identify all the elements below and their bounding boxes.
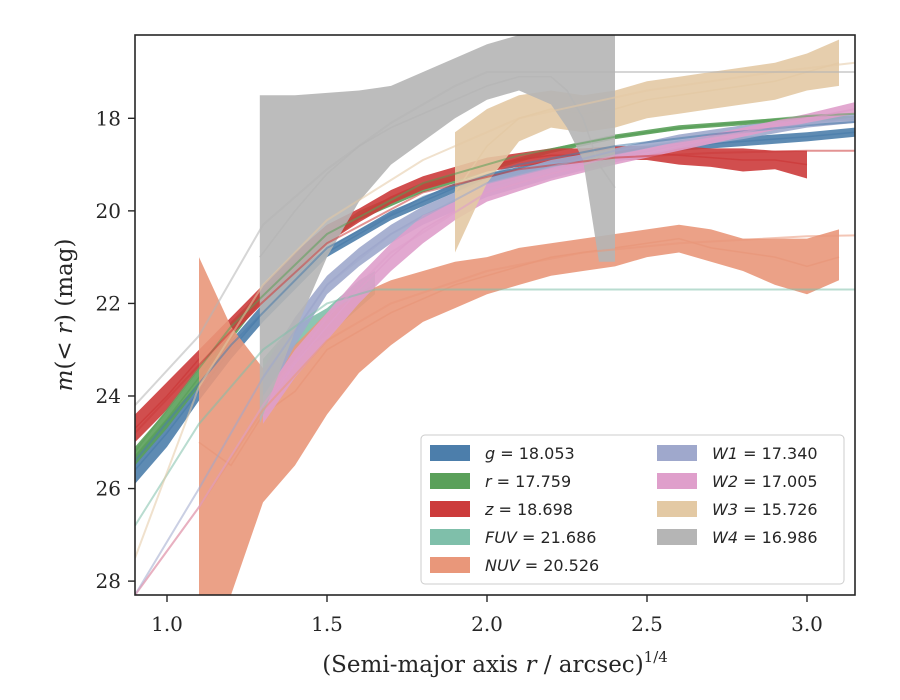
- legend-box: [420, 434, 845, 585]
- profile-line-nuv: [198, 237, 840, 467]
- x-axis-label: (Semi-major axis r / arcsec)1/4: [322, 648, 668, 678]
- band-nuv: [199, 224, 839, 595]
- legend-label-r: r = 17.759: [485, 472, 571, 491]
- legend-swatch-z: [430, 501, 470, 517]
- legend: g = 18.053 r = 17.759 z = 18.698 FUV = 21.6…: [420, 434, 845, 585]
- legend-label-w1: W1 = 17.340: [712, 444, 818, 463]
- model-line-w1: [135, 117, 855, 595]
- x-tick-label: 3.0: [791, 612, 823, 636]
- model-line-w3: [135, 61, 855, 559]
- legend-label-w4: W4 = 16.986: [712, 528, 818, 547]
- y-tick-label: 20: [96, 199, 121, 223]
- x-tick-label: 1.5: [311, 612, 343, 636]
- model-line-w4: [135, 71, 855, 406]
- legend-label-z: z = 18.698: [484, 500, 573, 519]
- model-line-z: [135, 149, 855, 434]
- legend-label-fuv: FUV = 21.686: [485, 528, 596, 547]
- legend-swatch-g: [430, 445, 470, 461]
- legend-swatch-r: [430, 473, 470, 489]
- model-line-fuv: [135, 288, 855, 527]
- legend-swatch-w3: [657, 501, 697, 517]
- ticks-layer: 1.0 1.5 2.0 2.5 3.0 18 20 22 24 26 28: [96, 106, 823, 636]
- y-tick-label: 28: [96, 569, 121, 593]
- legend-label-w2: W2 = 17.005: [712, 472, 818, 491]
- legend-label-w3: W3 = 15.726: [712, 500, 818, 519]
- legend-swatch-w2: [657, 473, 697, 489]
- y-tick-label: 18: [96, 106, 121, 130]
- y-tick-label: 26: [96, 477, 121, 501]
- x-tick-label: 2.0: [471, 612, 503, 636]
- model-line-r: [135, 112, 855, 453]
- x-tick-label: 1.0: [151, 612, 183, 636]
- y-tick-label: 24: [96, 384, 121, 408]
- y-tick-label: 22: [96, 291, 121, 315]
- plot-frame: [134, 34, 856, 596]
- x-tick-label: 2.5: [631, 612, 663, 636]
- legend-swatch-fuv: [430, 529, 470, 545]
- models-layer: [135, 61, 855, 595]
- y-axis-label: m(< r) (mag): [52, 239, 78, 392]
- profile-line-w4: [259, 75, 616, 258]
- model-line-w2: [135, 108, 855, 595]
- legend-label-nuv: NUV = 20.526: [485, 556, 599, 575]
- model-line-nuv: [135, 234, 855, 595]
- legend-swatch-w4: [657, 529, 697, 545]
- legend-swatch-w1: [657, 445, 697, 461]
- band-w4: [259, 35, 615, 424]
- legend-swatch-nuv: [430, 557, 470, 573]
- legend-label-g: g = 18.053: [485, 444, 575, 463]
